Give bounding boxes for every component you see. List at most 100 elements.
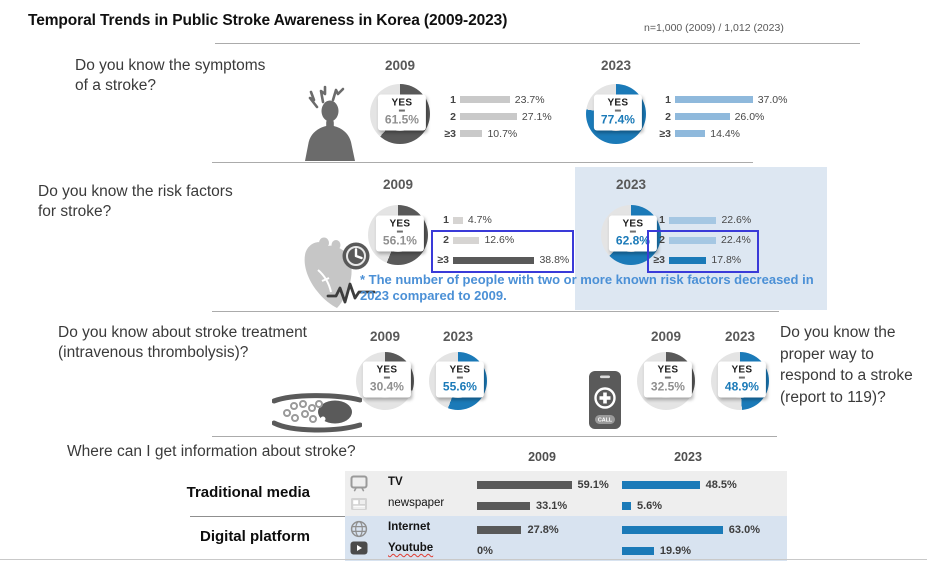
info-source-row: Internet 27.8% 63.0% bbox=[345, 518, 787, 539]
bar-category-label: 1 bbox=[450, 93, 456, 106]
yes-donut-risk-2009: YES 56.1% bbox=[368, 205, 428, 265]
yes-value: 32.5% bbox=[650, 379, 685, 394]
bar-value: 10.7% bbox=[487, 127, 518, 140]
yes-donut-response-2009: YES 32.5% bbox=[637, 352, 695, 410]
bar-value: 27.8% bbox=[527, 524, 559, 536]
headache-person-icon bbox=[300, 85, 358, 166]
bar bbox=[477, 526, 522, 534]
section-divider bbox=[212, 162, 753, 163]
yes-dash bbox=[396, 230, 403, 233]
yes-value: 62.8% bbox=[615, 233, 650, 248]
bar bbox=[675, 96, 753, 103]
yes-value: 56.1% bbox=[382, 233, 417, 248]
bar-value: 59.1% bbox=[577, 479, 609, 491]
section-divider bbox=[212, 311, 779, 312]
media-label: TV bbox=[388, 476, 403, 488]
bar bbox=[622, 481, 700, 489]
bar bbox=[669, 236, 717, 244]
risk-2009-multirisk-highlight-box bbox=[431, 230, 574, 273]
yes-label: YES bbox=[622, 218, 644, 230]
risk-2023-multirisk-highlight-box bbox=[647, 230, 759, 273]
year-label: 2023 bbox=[442, 329, 474, 344]
group-label-traditional-media: Traditional media bbox=[186, 484, 310, 501]
bar-row: ≥3 17.8% bbox=[649, 250, 751, 270]
bar-value: 22.6% bbox=[721, 214, 752, 226]
info-source-row: Youtube 0% 19.9% bbox=[345, 539, 787, 560]
bar-row: 1 22.6% bbox=[649, 210, 751, 230]
question-response: Do you know the proper way to respond to… bbox=[780, 324, 913, 406]
yes-box: YES 56.1% bbox=[375, 215, 424, 252]
risk-factors-note: * The number of people with two or more … bbox=[360, 272, 814, 303]
bar-row: 1 23.7% bbox=[440, 91, 552, 108]
blood-vessel-clot-icon bbox=[271, 391, 363, 440]
yes-value: 77.4% bbox=[600, 112, 635, 127]
svg-text:CALL: CALL bbox=[598, 418, 613, 424]
newspaper-icon bbox=[350, 496, 368, 513]
bar-cell: 59.1% bbox=[477, 479, 609, 491]
media-group-divider bbox=[190, 516, 345, 517]
bar bbox=[453, 256, 535, 264]
yes-label: YES bbox=[607, 97, 629, 109]
bar-cell: 19.9% bbox=[622, 545, 691, 557]
yes-box: YES 32.5% bbox=[643, 361, 692, 398]
bar bbox=[460, 113, 517, 120]
bar-cell: 5.6% bbox=[622, 500, 662, 512]
globe-icon bbox=[350, 520, 368, 538]
bar-row: 2 27.1% bbox=[440, 108, 552, 125]
bar-category-label: ≥3 bbox=[659, 127, 671, 140]
bar-value: 63.0% bbox=[728, 524, 760, 536]
info-source-row: newspaper 33.1% 5.6% bbox=[345, 494, 787, 515]
bar-value: 37.0% bbox=[757, 93, 788, 106]
yes-value: 55.6% bbox=[442, 379, 477, 394]
risk-count-bars-2023: 1 22.6% 2 22.4% ≥3 17.8% bbox=[649, 210, 751, 270]
bar-value: 0% bbox=[477, 545, 493, 557]
bar-row: 2 26.0% bbox=[655, 108, 787, 125]
bar bbox=[675, 130, 706, 137]
bar-category-label: 1 bbox=[665, 93, 671, 106]
bar-value: 5.6% bbox=[636, 500, 663, 512]
bar-value: 12.6% bbox=[484, 234, 515, 246]
bar-value: 27.1% bbox=[521, 110, 552, 123]
year-label: 2023 bbox=[615, 177, 647, 192]
question-symptoms: Do you know the symptoms of a stroke? bbox=[75, 57, 266, 94]
bar bbox=[622, 502, 631, 510]
emergency-call-phone-icon: CALL bbox=[588, 370, 622, 435]
yes-label: YES bbox=[376, 364, 398, 376]
bar-category-label: ≥3 bbox=[444, 127, 456, 140]
year-label: 2009 bbox=[384, 58, 416, 73]
yes-label: YES bbox=[391, 97, 413, 109]
bar-row: ≥3 14.4% bbox=[655, 125, 787, 142]
bar-category-label: 1 bbox=[443, 214, 449, 226]
bar bbox=[460, 96, 510, 103]
column-year-2009: 2009 bbox=[528, 450, 556, 464]
bar-category-label: 2 bbox=[450, 110, 456, 123]
bar-row: 2 12.6% bbox=[433, 230, 569, 250]
bar bbox=[675, 113, 730, 120]
heart-clock-icon bbox=[300, 232, 378, 319]
bar-value: 14.4% bbox=[710, 127, 741, 140]
info-source-row: TV 59.1% 48.5% bbox=[345, 473, 787, 494]
bar-row: ≥3 10.7% bbox=[440, 125, 552, 142]
bar-value: 23.7% bbox=[514, 93, 545, 106]
bar-row: 1 4.7% bbox=[433, 210, 569, 230]
bar bbox=[622, 547, 654, 555]
bar-cell: 0% bbox=[477, 545, 493, 557]
yes-dash bbox=[629, 230, 636, 233]
year-label: 2023 bbox=[724, 329, 756, 344]
yes-box: YES 48.9% bbox=[717, 361, 766, 398]
yes-dash bbox=[456, 376, 463, 379]
year-label: 2023 bbox=[600, 58, 632, 73]
yes-box: YES 55.6% bbox=[435, 361, 484, 398]
bar bbox=[453, 236, 480, 244]
bar-category-label: ≥3 bbox=[437, 254, 449, 266]
yes-label: YES bbox=[731, 364, 753, 376]
yes-dash bbox=[664, 376, 671, 379]
bar-value: 17.8% bbox=[711, 254, 742, 266]
bar bbox=[460, 130, 483, 137]
media-label: newspaper bbox=[388, 497, 445, 509]
bar-row: 1 37.0% bbox=[655, 91, 787, 108]
group-label-digital-platform: Digital platform bbox=[199, 528, 310, 545]
bar-category-label: 1 bbox=[659, 214, 665, 226]
year-label: 2009 bbox=[650, 329, 682, 344]
bar-category-label: 2 bbox=[659, 234, 665, 246]
